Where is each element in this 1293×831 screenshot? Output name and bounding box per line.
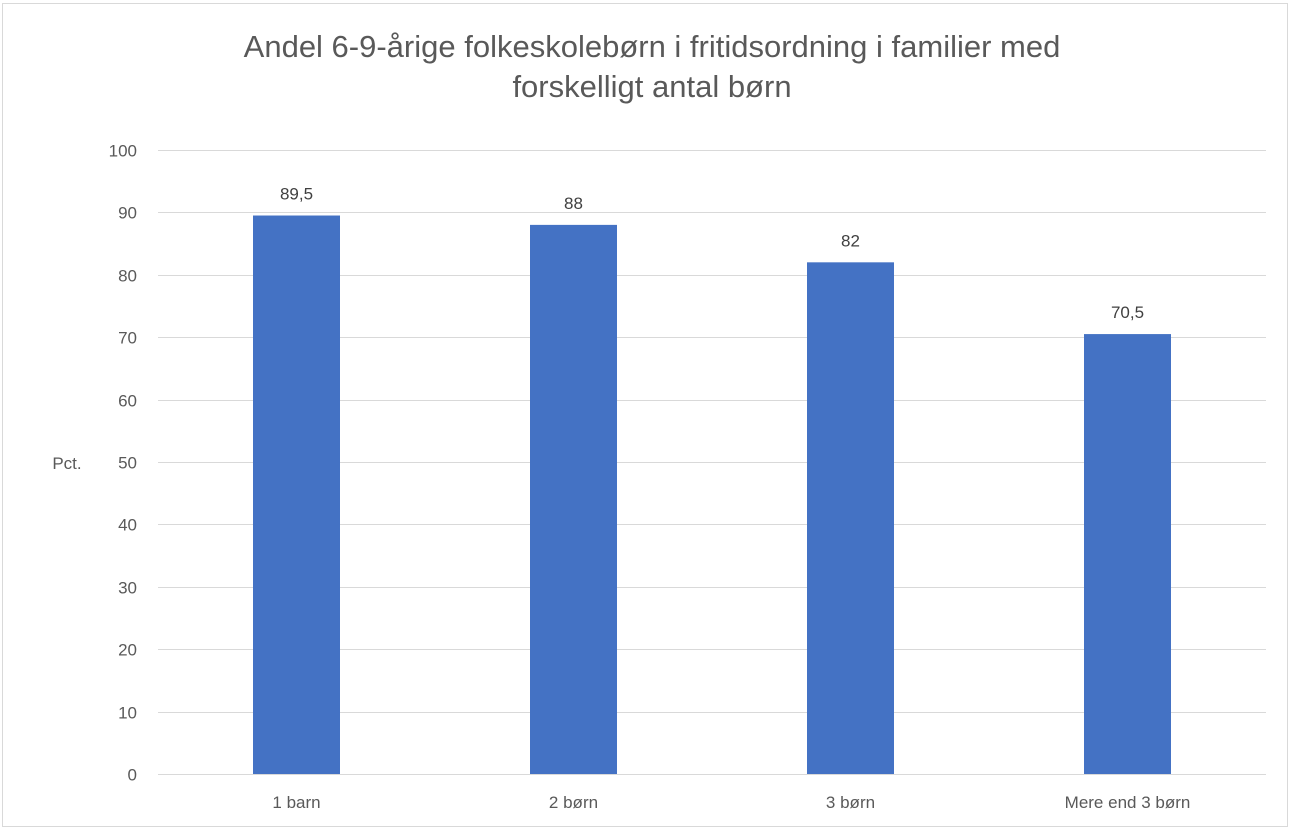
y-tick-label-80: 80 <box>118 267 137 286</box>
bar-3 <box>807 262 894 774</box>
y-axis-title: Pct. <box>52 454 81 473</box>
data-label-3: 82 <box>841 231 860 250</box>
chart-title-line-1: Andel 6-9-årige folkeskolebørn i fritids… <box>243 29 1061 64</box>
data-label-4: 70,5 <box>1111 303 1144 322</box>
y-axis-tick-labels: 0 10 20 30 40 50 60 70 80 90 100 <box>109 142 137 785</box>
y-tick-label-70: 70 <box>118 329 137 348</box>
chart-title: Andel 6-9-årige folkeskolebørn i fritids… <box>0 27 1293 107</box>
y-tick-label-60: 60 <box>118 392 137 411</box>
x-tick-label-4: Mere end 3 børn <box>1065 793 1191 812</box>
y-tick-label-90: 90 <box>118 204 137 223</box>
y-tick-label-0: 0 <box>128 766 137 785</box>
data-label-2: 88 <box>564 194 583 213</box>
data-label-1: 89,5 <box>280 185 313 204</box>
y-tick-label-20: 20 <box>118 641 137 660</box>
y-tick-label-40: 40 <box>118 516 137 535</box>
y-tick-label-50: 50 <box>118 454 137 473</box>
x-axis-tick-labels: 1 barn 2 børn 3 børn Mere end 3 børn <box>272 793 1190 812</box>
bar-4 <box>1084 334 1171 774</box>
chart-title-line-2: forskelligt antal børn <box>512 69 792 104</box>
x-tick-label-1: 1 barn <box>272 793 320 812</box>
y-tick-label-30: 30 <box>118 579 137 598</box>
y-tick-label-10: 10 <box>118 704 137 723</box>
chart-frame <box>2 3 1288 827</box>
bar-2 <box>530 224 617 774</box>
bars <box>253 215 1171 774</box>
bar-1 <box>253 215 340 774</box>
x-tick-label-3: 3 børn <box>826 793 875 812</box>
x-tick-label-2: 2 børn <box>549 793 598 812</box>
data-labels: 89,5 88 82 70,5 <box>280 185 1144 323</box>
gridlines <box>158 150 1266 775</box>
y-tick-label-100: 100 <box>109 142 137 161</box>
